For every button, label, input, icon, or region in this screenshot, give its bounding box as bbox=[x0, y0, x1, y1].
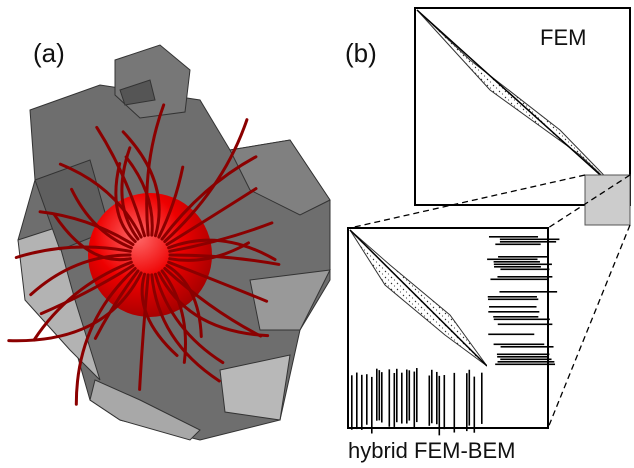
stripe bbox=[439, 376, 441, 435]
stripe bbox=[394, 373, 396, 427]
stripe bbox=[501, 346, 554, 348]
panel-label: (a) bbox=[33, 38, 65, 68]
stripe bbox=[366, 374, 368, 425]
stripe bbox=[494, 344, 545, 346]
stripe bbox=[488, 296, 537, 298]
stripe bbox=[431, 370, 433, 423]
stripe bbox=[414, 372, 416, 428]
stripe bbox=[488, 299, 538, 301]
fem-label: FEM bbox=[540, 25, 586, 50]
stripe bbox=[495, 244, 540, 246]
stripe bbox=[379, 370, 381, 420]
panel-label: (b) bbox=[345, 38, 377, 68]
stripe bbox=[499, 291, 557, 293]
stripe bbox=[396, 369, 398, 422]
stripe bbox=[429, 376, 431, 426]
stripe bbox=[497, 354, 549, 356]
stripe bbox=[488, 334, 534, 336]
stripe bbox=[356, 373, 358, 430]
stripe bbox=[361, 375, 363, 430]
stripe bbox=[494, 261, 540, 263]
stripe bbox=[498, 256, 547, 258]
stripe bbox=[489, 236, 538, 238]
stripe bbox=[466, 373, 468, 431]
stripe bbox=[436, 372, 438, 424]
stripe bbox=[371, 377, 373, 434]
stripe bbox=[497, 356, 549, 358]
stripe bbox=[351, 375, 353, 429]
stripe bbox=[500, 359, 551, 361]
stripe bbox=[494, 266, 541, 268]
stripe bbox=[500, 269, 549, 271]
stripe bbox=[381, 372, 383, 422]
stripe bbox=[389, 369, 391, 426]
block-bg bbox=[487, 230, 547, 366]
stripe bbox=[474, 377, 476, 433]
stripe bbox=[406, 370, 408, 424]
stripe bbox=[401, 373, 403, 424]
stripe bbox=[493, 316, 538, 318]
stripe bbox=[481, 373, 483, 424]
stripe bbox=[500, 239, 560, 241]
stripe bbox=[454, 373, 456, 433]
hybrid-label: hybrid FEM-BEM bbox=[348, 438, 515, 463]
stripe bbox=[488, 311, 539, 313]
stripe bbox=[490, 279, 547, 281]
stripe bbox=[494, 264, 552, 266]
stripe bbox=[469, 370, 471, 426]
stripe bbox=[489, 306, 536, 308]
stripe bbox=[487, 259, 537, 261]
stripe bbox=[409, 370, 411, 420]
stripe bbox=[500, 241, 556, 243]
stripe bbox=[376, 369, 378, 421]
stripe bbox=[497, 276, 552, 278]
stripe bbox=[444, 375, 446, 429]
stripe bbox=[495, 364, 555, 366]
stripe bbox=[498, 324, 553, 326]
stripe bbox=[498, 361, 555, 363]
stripe bbox=[416, 368, 418, 422]
figure: (a) (b) FEM hybrid FEM-BEM bbox=[0, 0, 634, 468]
stripe bbox=[494, 319, 550, 321]
